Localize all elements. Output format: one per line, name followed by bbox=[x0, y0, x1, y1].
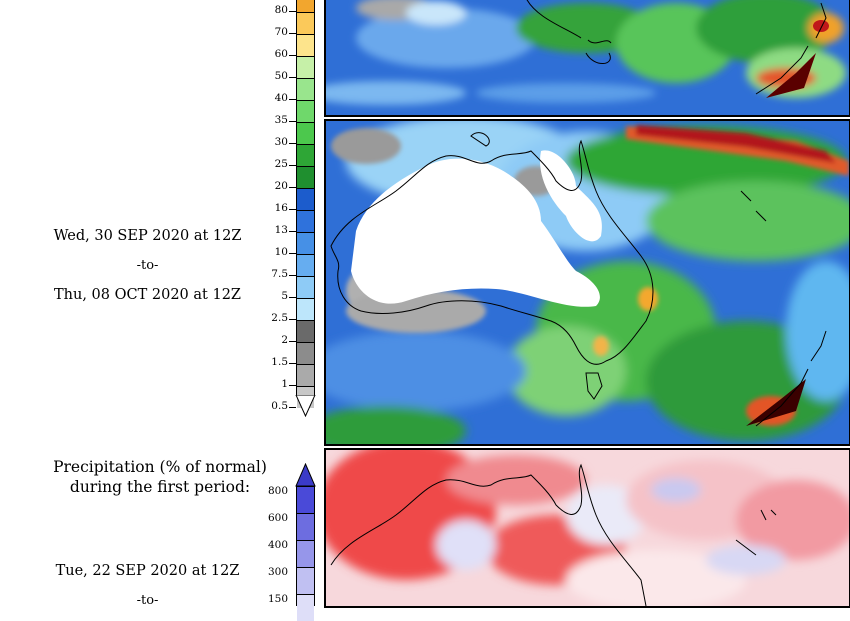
precip-colorbar-label: 80 bbox=[274, 4, 288, 16]
map-top-partial bbox=[324, 0, 850, 117]
pct-normal-subtitle: during the first period: bbox=[69, 478, 251, 496]
precip-colorbar-tick bbox=[289, 275, 296, 276]
pct-colorbar-label: 600 bbox=[267, 512, 288, 524]
precip-colorbar-label: 30 bbox=[274, 136, 288, 148]
precip-colorbar-segment bbox=[297, 342, 314, 364]
pct-colorbar-label: 400 bbox=[267, 539, 288, 551]
pct-colorbar bbox=[296, 486, 315, 621]
precip-colorbar-segment bbox=[297, 364, 314, 386]
pct-colorbar-label: 800 bbox=[267, 485, 288, 497]
precip-colorbar-tick bbox=[289, 77, 296, 78]
precip-colorbar-label: 0.5 bbox=[271, 400, 288, 412]
period2-separator: -to- bbox=[136, 258, 159, 273]
precip-colorbar-tick bbox=[289, 33, 296, 34]
period1-separator: -to- bbox=[136, 593, 159, 608]
pct-colorbar-label: 150 bbox=[267, 593, 288, 605]
precip-colorbar bbox=[296, 0, 315, 408]
precip-colorbar-label: 10 bbox=[274, 246, 288, 258]
precip-colorbar-segment bbox=[297, 188, 314, 210]
precip-colorbar-tick bbox=[289, 209, 296, 210]
pct-colorbar-label: 300 bbox=[267, 566, 288, 578]
precip-colorbar-label: 1.5 bbox=[271, 356, 288, 368]
precip-colorbar-tick bbox=[289, 143, 296, 144]
precip-colorbar-segment bbox=[297, 298, 314, 320]
map-precip-percent bbox=[324, 448, 850, 608]
precip-colorbar-label: 70 bbox=[274, 26, 288, 38]
precip-colorbar-label: 13 bbox=[274, 224, 288, 236]
pct-colorbar-segment bbox=[297, 567, 314, 594]
precip-colorbar-segment bbox=[297, 0, 314, 12]
precip-colorbar-segment bbox=[297, 12, 314, 34]
precip-colorbar-segment bbox=[297, 276, 314, 298]
precip-colorbar-tick bbox=[289, 297, 296, 298]
precip-colorbar-segment bbox=[297, 210, 314, 232]
precip-colorbar-tick bbox=[289, 385, 296, 386]
precip-colorbar-segment bbox=[297, 78, 314, 100]
pct-colorbar-arrow-top bbox=[295, 463, 316, 487]
precip-colorbar-tick bbox=[289, 55, 296, 56]
precip-colorbar-label: 25 bbox=[274, 158, 288, 170]
precip-colorbar-segment bbox=[297, 254, 314, 276]
map-precip-total bbox=[324, 119, 850, 446]
precip-colorbar-segment bbox=[297, 100, 314, 122]
precip-colorbar-label: 7.5 bbox=[271, 268, 288, 280]
precip-colorbar-label: 60 bbox=[274, 48, 288, 60]
period2-end: Thu, 08 OCT 2020 at 12Z bbox=[53, 287, 241, 303]
pct-colorbar-segment bbox=[297, 513, 314, 540]
precip-colorbar-label: 1 bbox=[281, 378, 288, 390]
precip-colorbar-label: 5 bbox=[281, 290, 288, 302]
precip-colorbar-tick bbox=[289, 165, 296, 166]
pct-colorbar-segment bbox=[297, 486, 314, 513]
pct-colorbar-segment bbox=[297, 540, 314, 567]
precip-colorbar-segment bbox=[297, 232, 314, 254]
precip-colorbar-tick bbox=[289, 363, 296, 364]
period1-start: Tue, 22 SEP 2020 at 12Z bbox=[55, 563, 240, 579]
precip-colorbar-tick bbox=[289, 407, 296, 408]
precip-colorbar-label: 2 bbox=[281, 334, 288, 346]
precip-colorbar-tick bbox=[289, 231, 296, 232]
period2-start: Wed, 30 SEP 2020 at 12Z bbox=[53, 228, 242, 244]
pct-normal-title: Precipitation (% of normal) bbox=[53, 458, 267, 476]
precip-colorbar-label: 20 bbox=[274, 180, 288, 192]
precip-colorbar-label: 40 bbox=[274, 92, 288, 104]
precip-colorbar-label: 2.5 bbox=[271, 312, 288, 324]
precip-colorbar-segment bbox=[297, 320, 314, 342]
precip-colorbar-tick bbox=[289, 11, 296, 12]
pct-colorbar-segment bbox=[297, 594, 314, 621]
precip-colorbar-tick bbox=[289, 121, 296, 122]
precip-colorbar-tick bbox=[289, 187, 296, 188]
precip-colorbar-segment bbox=[297, 144, 314, 166]
precip-colorbar-segment bbox=[297, 56, 314, 78]
precip-colorbar-tick bbox=[289, 341, 296, 342]
colorbar-arrow-bottom bbox=[295, 395, 316, 417]
precip-colorbar-label: 50 bbox=[274, 70, 288, 82]
precip-colorbar-tick bbox=[289, 253, 296, 254]
precip-colorbar-tick bbox=[289, 99, 296, 100]
precip-colorbar-tick bbox=[289, 319, 296, 320]
precip-colorbar-label: 16 bbox=[274, 202, 288, 214]
precip-colorbar-segment bbox=[297, 166, 314, 188]
precip-colorbar-segment bbox=[297, 34, 314, 56]
precip-colorbar-segment bbox=[297, 122, 314, 144]
precip-colorbar-label: 35 bbox=[274, 114, 288, 126]
